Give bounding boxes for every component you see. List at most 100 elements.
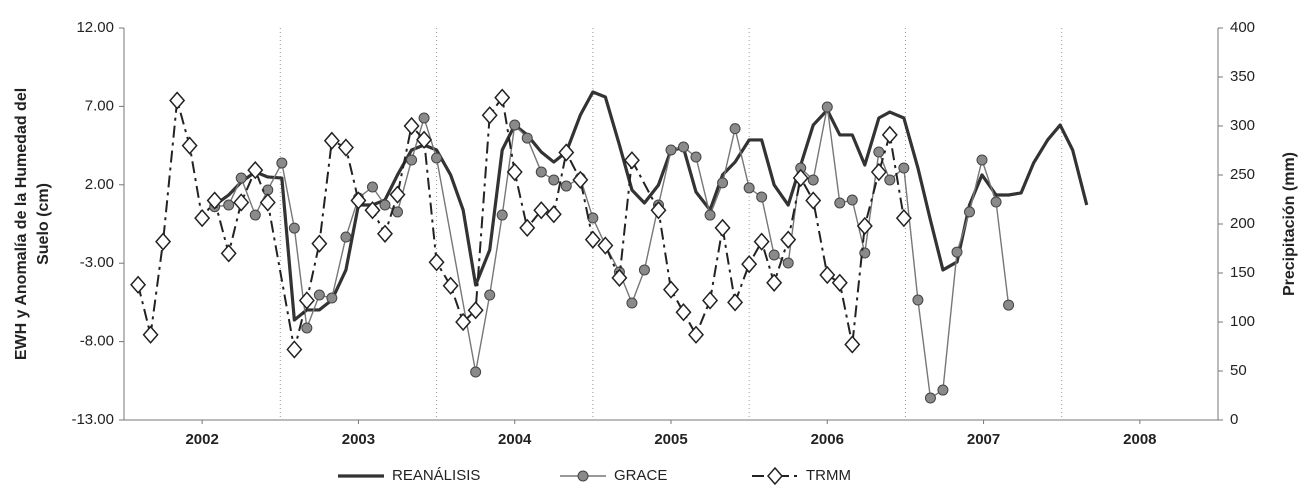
point [431, 152, 443, 164]
point [298, 291, 315, 310]
y2-tick-label: 250 [1230, 166, 1255, 183]
point [288, 222, 300, 234]
point [884, 174, 896, 186]
point [587, 212, 599, 224]
point [220, 244, 237, 263]
y2-tick-label: 400 [1230, 19, 1255, 36]
point [350, 191, 367, 210]
point [895, 208, 912, 228]
y2-tick-label: 200 [1230, 215, 1255, 232]
x-tick-label: 2005 [654, 431, 687, 448]
point [678, 141, 690, 153]
point [690, 151, 702, 163]
point [496, 209, 508, 221]
point [831, 273, 848, 292]
point [704, 209, 716, 221]
y-tick-label: -3.00 [80, 254, 114, 271]
x-tick-label: 2003 [342, 431, 375, 448]
point [389, 185, 406, 204]
point [898, 162, 910, 174]
point [688, 325, 705, 344]
x-tick-label: 2002 [185, 431, 218, 448]
y-tick-label: 2.00 [85, 176, 114, 193]
point [521, 132, 533, 144]
point [519, 218, 536, 238]
y-axis-title: EWH y Anomalía de la Humedad del Suelo (… [13, 88, 52, 360]
point [416, 130, 433, 149]
y2-tick-label: 100 [1230, 313, 1255, 330]
point [194, 208, 211, 228]
point [509, 119, 521, 131]
point [484, 289, 496, 301]
series-line [213, 90, 1089, 322]
y2-axis-title: Precipitación (mm) [1281, 152, 1298, 296]
point [535, 166, 547, 178]
point [155, 232, 172, 251]
point [626, 297, 638, 309]
point [403, 116, 420, 136]
legend-label: REANÁLISIS [392, 467, 480, 484]
x-tick-label: 2008 [1123, 431, 1156, 448]
point [337, 138, 354, 157]
point [233, 193, 250, 212]
point [807, 174, 819, 186]
point [597, 236, 614, 255]
point [1003, 299, 1015, 311]
point [819, 265, 836, 285]
point [727, 293, 744, 312]
point [558, 143, 575, 162]
point [364, 201, 381, 220]
x-tick-label: 2006 [811, 431, 844, 448]
point [717, 177, 729, 189]
point [768, 249, 780, 261]
y-axis-title-line: Suelo (cm) [35, 183, 52, 265]
point [792, 168, 809, 188]
point [912, 294, 924, 306]
point [780, 230, 797, 249]
point [743, 182, 755, 194]
point [766, 273, 783, 292]
point [169, 91, 186, 110]
point [844, 335, 861, 354]
point [560, 180, 572, 192]
point [663, 280, 679, 299]
point [856, 216, 873, 236]
point [130, 275, 147, 294]
point [223, 199, 235, 211]
point [951, 246, 963, 258]
point [805, 191, 822, 210]
point [821, 101, 833, 113]
point [611, 268, 628, 288]
y-axis-title-line: EWH y Anomalía de la Humedad del [13, 88, 30, 360]
series-line [137, 96, 905, 351]
point [276, 157, 288, 169]
point [729, 123, 741, 135]
point [834, 197, 846, 209]
point [964, 206, 976, 218]
point [206, 191, 223, 210]
point [406, 154, 418, 166]
point [665, 144, 677, 156]
point [584, 230, 601, 249]
legend-marker [577, 470, 589, 482]
y2-tick-label: 150 [1230, 264, 1255, 281]
point [313, 289, 325, 301]
point [311, 234, 328, 253]
point [418, 112, 430, 124]
point [442, 276, 459, 295]
point [702, 291, 719, 310]
x-tick-label: 2004 [498, 431, 532, 448]
point [481, 106, 498, 125]
point [714, 218, 731, 238]
point [846, 194, 858, 206]
point [259, 193, 276, 212]
point [756, 191, 768, 203]
point [873, 146, 885, 158]
legend-label: TRMM [806, 467, 851, 484]
point [366, 181, 378, 193]
point [340, 231, 352, 243]
point [976, 154, 988, 166]
point [494, 88, 511, 107]
point [545, 205, 562, 224]
point [533, 201, 550, 220]
